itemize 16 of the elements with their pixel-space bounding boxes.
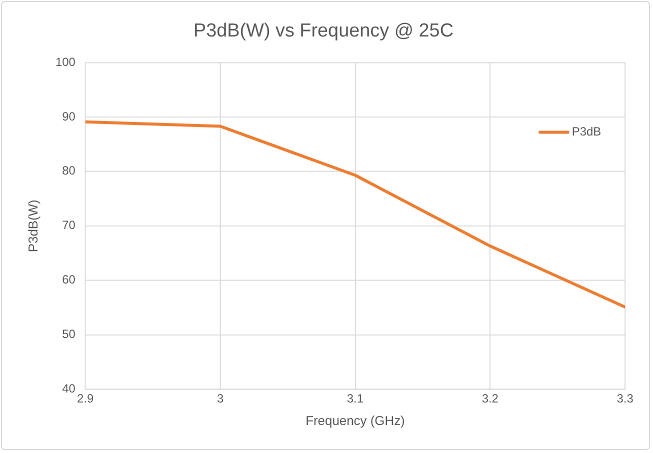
y-tick-label: 90: [62, 109, 76, 124]
x-tick-label: 3.1: [346, 392, 364, 406]
y-tick-label: 60: [62, 272, 76, 287]
y-tick-label: 70: [62, 218, 76, 232]
y-tick-label: 80: [62, 164, 76, 178]
chart-title: P3dB(W) vs Frequency @ 25C: [194, 20, 454, 42]
legend-label: P3dB: [572, 124, 602, 139]
y-tick-label: 100: [55, 54, 76, 69]
x-tick-label: 3.3: [616, 392, 634, 406]
x-axis-title: Frequency (GHz): [306, 412, 405, 428]
x-tick-label: 3: [216, 392, 224, 406]
x-tick-label: 2.9: [77, 392, 94, 406]
y-axis-title: P3dB(W): [25, 200, 40, 252]
y-tick-label: 40: [62, 382, 76, 396]
x-tick-label: 3.2: [482, 392, 499, 406]
y-tick-label: 50: [62, 327, 76, 342]
